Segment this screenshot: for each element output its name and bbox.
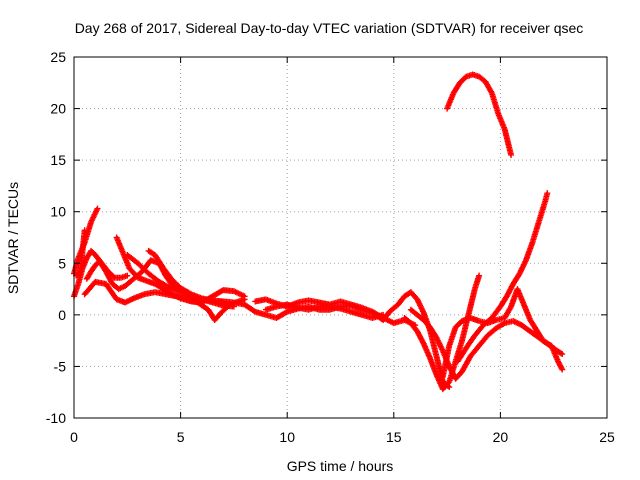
y-tick-label: 25 xyxy=(50,49,66,65)
y-tick-label: 20 xyxy=(50,101,66,117)
data-point xyxy=(557,350,564,357)
series-track-10 xyxy=(252,296,419,329)
data-point xyxy=(380,311,387,318)
data-point xyxy=(241,293,248,300)
series-track-14 xyxy=(439,286,566,380)
y-tick-label: 10 xyxy=(50,204,66,220)
x-axis-label: GPS time / hours xyxy=(287,458,394,474)
x-tick-label: 25 xyxy=(599,429,615,445)
y-tick-label: -10 xyxy=(46,410,66,426)
data-series xyxy=(71,71,566,393)
data-point xyxy=(559,366,566,373)
x-tick-label: 5 xyxy=(177,429,185,445)
y-tick-label: 0 xyxy=(58,307,66,323)
chart-title: Day 268 of 2017, Sidereal Day-to-day VTE… xyxy=(75,20,584,36)
data-point xyxy=(94,205,101,212)
series-track-16 xyxy=(444,71,515,158)
series-track-12 xyxy=(401,272,483,393)
series-track-15 xyxy=(454,190,551,365)
series-track-11 xyxy=(262,301,387,321)
grid-lines xyxy=(74,57,607,418)
data-point xyxy=(544,190,551,197)
data-point xyxy=(81,227,88,234)
series-track-3 xyxy=(73,227,88,279)
data-point xyxy=(124,272,131,279)
plot-frame xyxy=(73,56,608,419)
y-tick-label: -5 xyxy=(54,358,67,374)
data-point xyxy=(476,272,483,279)
y-axis-label: SDTVAR / TECUs xyxy=(5,182,21,294)
data-point xyxy=(508,151,515,158)
x-tick-label: 20 xyxy=(493,429,509,445)
axis-ticks: 0 5 10 15 20 25 -10 -5 0 5 10 15 20 25 xyxy=(46,49,615,445)
x-tick-label: 0 xyxy=(70,429,78,445)
y-tick-label: 5 xyxy=(58,255,66,271)
x-tick-label: 10 xyxy=(279,429,295,445)
x-tick-label: 15 xyxy=(386,429,402,445)
data-point xyxy=(559,351,566,358)
y-tick-label: 15 xyxy=(50,152,66,168)
